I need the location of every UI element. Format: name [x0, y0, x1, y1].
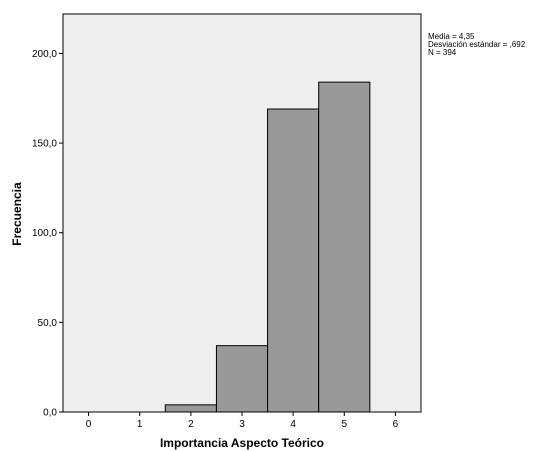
x-tick-label: 0 — [86, 419, 92, 430]
bar-5 — [318, 81, 371, 413]
x-tick-label: 6 — [393, 419, 399, 430]
y-axis-title: Frecuencia — [10, 182, 24, 246]
x-axis-ticks: 0 1 2 3 4 5 6 — [86, 412, 399, 430]
y-tick-label: 50,0 — [38, 318, 58, 329]
bars-group — [164, 81, 371, 413]
y-tick-label: 100,0 — [32, 228, 57, 239]
y-axis-ticks: 0,0 50,0 100,0 150,0 200,0 — [32, 49, 63, 419]
bar-3 — [215, 345, 269, 413]
bar-4 — [267, 108, 320, 413]
x-tick-label: 2 — [188, 419, 194, 430]
x-tick-label: 4 — [290, 419, 296, 430]
y-tick-label: 150,0 — [32, 139, 57, 150]
stat-std: Desviación estándar = ,692 — [428, 40, 526, 49]
x-axis-title: Importancia Aspecto Teórico — [160, 436, 324, 450]
plot-frame — [62, 13, 422, 413]
x-tick-label: 1 — [137, 419, 143, 430]
stat-mean: Media = 4,35 — [428, 32, 475, 41]
y-tick-label: 200,0 — [32, 49, 57, 60]
y-tick-label: 0,0 — [43, 408, 57, 419]
x-tick-label: 3 — [239, 419, 245, 430]
stat-n: N = 394 — [428, 48, 457, 57]
bar-2 — [164, 404, 217, 413]
x-tick-label: 5 — [342, 419, 348, 430]
